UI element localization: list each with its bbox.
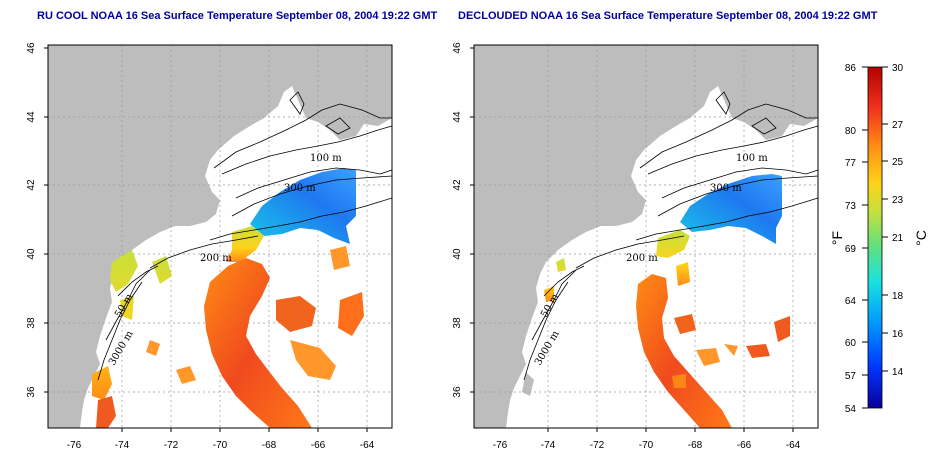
svg-text:-66: -66 (311, 440, 326, 451)
right-contour-label-300: 300 m (710, 183, 742, 194)
svg-text:36: 36 (26, 386, 37, 398)
left-lon-labels: -76 -74 -72 -70 -68 -66 -64 (67, 440, 375, 451)
svg-text:36: 36 (452, 386, 463, 398)
left-southern-coastal (96, 396, 116, 428)
svg-text:-68: -68 (262, 440, 277, 451)
svg-text:69: 69 (845, 244, 857, 255)
svg-text:64: 64 (845, 296, 857, 307)
svg-text:38: 38 (452, 317, 463, 329)
svg-text:-64: -64 (786, 440, 801, 451)
left-sargasso-patches (146, 246, 350, 384)
svg-text:-74: -74 (541, 440, 556, 451)
left-contour-label-200: 200 m (200, 253, 232, 264)
right-panel-title: DECLOUDED NOAA 16 Sea Surface Temperatur… (458, 10, 878, 22)
right-lat-labels: 36 38 40 42 44 46 (452, 42, 463, 398)
svg-text:14: 14 (892, 367, 904, 378)
right-contour-label-200: 200 m (626, 253, 658, 264)
right-map-panel: 100 m 300 m 200 m 50 m 3000 m -76 -74 -7… (452, 42, 819, 451)
svg-text:16: 16 (892, 329, 904, 340)
svg-text:40: 40 (452, 248, 463, 260)
temperature-colorbar: 86 80 77 73 69 64 60 57 54 30 27 25 23 2… (829, 63, 929, 415)
svg-text:44: 44 (452, 111, 463, 123)
colorbar-fahrenheit-unit: °F (829, 231, 845, 245)
svg-text:57: 57 (845, 371, 857, 382)
svg-text:23: 23 (892, 195, 904, 206)
left-isobaths (97, 91, 393, 381)
left-slope-water (226, 226, 264, 262)
right-sargasso-patches (672, 344, 738, 388)
left-coastal-patches (92, 250, 172, 400)
svg-text:42: 42 (452, 179, 463, 191)
right-contour-label-100: 100 m (736, 153, 768, 164)
svg-text:73: 73 (845, 201, 857, 212)
svg-text:27: 27 (892, 120, 904, 131)
left-contour-label-100: 100 m (310, 153, 342, 164)
right-offshore-patch (746, 316, 790, 358)
colorbar-gradient (867, 66, 883, 409)
left-gulf-stream (204, 258, 312, 428)
svg-text:30: 30 (892, 63, 904, 74)
svg-text:21: 21 (892, 233, 904, 244)
left-contour-label-300: 300 m (284, 183, 316, 194)
svg-text:25: 25 (892, 157, 904, 168)
left-shelf-cold-water (250, 168, 356, 244)
svg-text:-72: -72 (590, 440, 605, 451)
svg-text:-76: -76 (493, 440, 508, 451)
svg-text:46: 46 (452, 42, 463, 54)
svg-text:60: 60 (845, 338, 857, 349)
svg-text:-70: -70 (213, 440, 228, 451)
svg-text:18: 18 (892, 291, 904, 302)
right-ticks (470, 47, 794, 432)
svg-text:-72: -72 (164, 440, 179, 451)
svg-text:-66: -66 (737, 440, 752, 451)
left-land (48, 45, 392, 428)
colorbar-ticks (862, 66, 888, 409)
right-gulf-stream (636, 274, 732, 428)
left-ticks (44, 47, 368, 432)
svg-text:44: 44 (26, 111, 37, 123)
colorbar-celsius-unit: °C (913, 230, 929, 246)
svg-text:-64: -64 (360, 440, 375, 451)
right-shelf-cold-water (680, 174, 782, 244)
left-lat-labels: 36 38 40 42 44 46 (26, 42, 37, 398)
colorbar-fahrenheit-labels: 86 80 77 73 69 64 60 57 54 (845, 63, 857, 415)
svg-text:-70: -70 (639, 440, 654, 451)
svg-text:46: 46 (26, 42, 37, 54)
svg-text:86: 86 (845, 63, 857, 74)
svg-text:54: 54 (845, 404, 857, 415)
left-panel-title: RU COOL NOAA 16 Sea Surface Temperature … (37, 10, 438, 22)
svg-text:-68: -68 (688, 440, 703, 451)
svg-text:80: 80 (845, 126, 857, 137)
svg-text:38: 38 (26, 317, 37, 329)
left-map-panel: 100 m 300 m 200 m 50 m 3000 m -76 -74 -7… (26, 42, 393, 451)
right-isobaths (523, 91, 819, 381)
right-lon-labels: -76 -74 -72 -70 -68 -66 -64 (493, 440, 801, 451)
svg-text:-74: -74 (115, 440, 130, 451)
right-slope-water (656, 230, 690, 286)
left-warm-eddy (276, 296, 316, 332)
right-warm-eddy (674, 314, 696, 334)
svg-text:40: 40 (26, 248, 37, 260)
right-land (474, 45, 818, 428)
colorbar-celsius-labels: 30 27 25 23 21 18 16 14 (892, 63, 904, 378)
svg-text:42: 42 (26, 179, 37, 191)
svg-text:77: 77 (845, 158, 857, 169)
svg-text:-76: -76 (67, 440, 82, 451)
left-offshore-patch (338, 292, 364, 336)
